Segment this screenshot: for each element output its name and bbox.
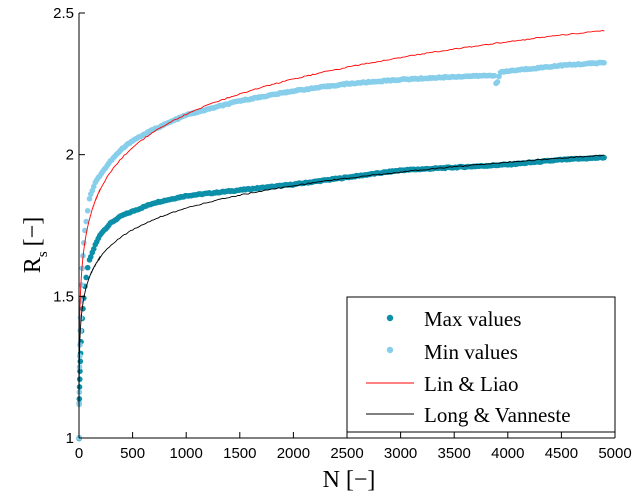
legend-label-lin-liao: Lin & Liao xyxy=(424,372,518,396)
data-point-max-values xyxy=(80,305,86,312)
y-tick-label: 1.5 xyxy=(53,288,74,305)
x-tick-label: 4000 xyxy=(491,445,524,462)
y-axis-label-main: R xyxy=(20,257,46,273)
data-point-min-values xyxy=(601,59,607,66)
data-point-max-values xyxy=(83,274,89,281)
data-point-max-values xyxy=(76,376,83,383)
data-point-min-values xyxy=(81,240,87,246)
y-axis-label-bracket: [−] xyxy=(20,217,46,247)
data-point-min-values xyxy=(491,72,498,79)
data-point-max-values xyxy=(77,358,84,365)
data-point-min-values xyxy=(78,298,84,304)
data-point-min-values xyxy=(78,282,85,288)
x-tick-label: 3500 xyxy=(438,445,471,462)
x-tick-label: 4500 xyxy=(545,445,578,462)
series-long-vanneste xyxy=(78,154,605,388)
series-lin-liao xyxy=(78,30,605,376)
y-tick-label: 1 xyxy=(66,430,74,447)
y-axis-label: Rs [−] xyxy=(20,217,51,273)
data-point-min-values xyxy=(494,79,501,85)
legend-marker-max-values xyxy=(386,314,394,322)
x-tick-label: 3000 xyxy=(384,445,417,462)
x-tick-label: 1500 xyxy=(223,445,256,462)
x-axis-label: N [−] xyxy=(323,467,376,493)
legend-marker-min-values xyxy=(386,346,394,354)
data-point-max-values xyxy=(84,264,91,271)
x-tick-label: 1000 xyxy=(170,445,203,462)
legend: Max values Min values Lin & Liao Long & … xyxy=(346,296,616,433)
data-point-max-values xyxy=(601,154,607,161)
series-line-lin-liao xyxy=(78,30,605,376)
x-tick-label: 0 xyxy=(75,445,83,462)
legend-label-min-values: Min values xyxy=(424,340,518,364)
x-tick-label: 2500 xyxy=(330,445,363,462)
x-tick-label: 500 xyxy=(120,445,145,462)
data-point-max-values xyxy=(87,253,94,260)
data-point-min-values xyxy=(90,183,97,190)
y-axis-label-text: Rs [−] xyxy=(20,217,51,273)
data-point-min-values xyxy=(86,195,93,202)
y-axis-label-subscript: s xyxy=(35,251,51,257)
x-tick-label: 5000 xyxy=(598,445,631,462)
legend-label-long-vanneste: Long & Vanneste xyxy=(424,403,571,427)
data-point-min-values xyxy=(83,218,89,225)
data-point-max-values xyxy=(90,246,97,252)
data-point-min-values xyxy=(84,207,91,214)
x-tick-label: 2000 xyxy=(277,445,310,462)
y-tick-label: 2.5 xyxy=(53,5,74,22)
series-layer xyxy=(76,30,607,442)
axes-layer: 0 500 1000 1500 2000 2500 3000 3500 4000 4500 5000… xyxy=(53,5,632,462)
y-tick-label: 2 xyxy=(66,147,74,164)
legend-label-max-values: Max values xyxy=(424,307,521,331)
series-line-long-vanneste xyxy=(78,154,605,388)
